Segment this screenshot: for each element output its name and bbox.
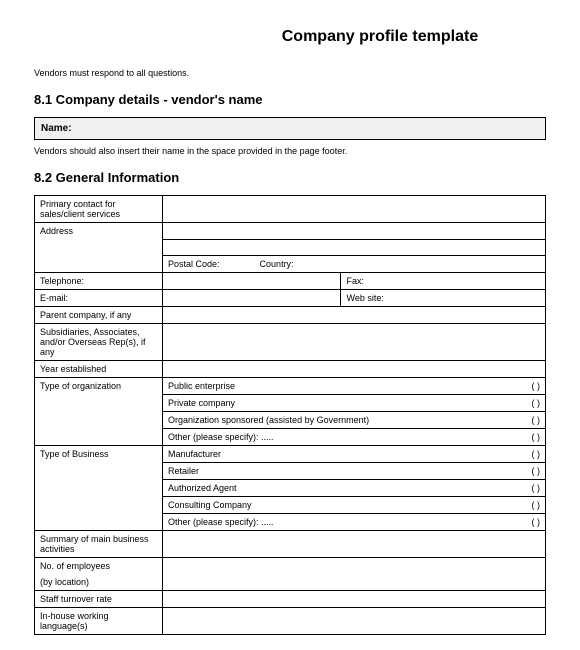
label-subsidiaries: Subsidiaries, Associates, and/or Oversea… — [35, 323, 163, 360]
label-fax: Fax: — [341, 272, 546, 289]
row-org-1: Type of organization Public enterprise (… — [35, 377, 546, 394]
row-turnover: Staff turnover rate — [35, 590, 546, 607]
label-country: Country: — [260, 259, 294, 269]
label-type-org: Type of organization — [35, 377, 163, 394]
biz-option-1: Manufacturer — [163, 445, 520, 462]
label-languages: In-house working language(s) — [35, 607, 163, 634]
value-primary-contact — [163, 196, 546, 223]
value-email — [163, 289, 341, 306]
label-type-biz: Type of Business — [35, 445, 163, 462]
biz-paren-2: ( ) — [519, 462, 545, 479]
general-info-table: Primary contact for sales/client service… — [34, 195, 546, 635]
label-summary: Summary of main business activities — [35, 530, 163, 557]
row-biz-2: Retailer ( ) — [35, 462, 546, 479]
row-org-4: Other (please specify): ..... ( ) — [35, 428, 546, 445]
row-org-2: Private company ( ) — [35, 394, 546, 411]
biz-paren-4: ( ) — [519, 496, 545, 513]
org-paren-4: ( ) — [519, 428, 545, 445]
row-biz-3: Authorized Agent ( ) — [35, 479, 546, 496]
row-postal-country: Postal Code: Country: — [35, 255, 546, 272]
row-org-3: Organization sponsored (assisted by Gove… — [35, 411, 546, 428]
label-parent-company: Parent company, if any — [35, 306, 163, 323]
biz-paren-5: ( ) — [519, 513, 545, 530]
row-address: Address — [35, 223, 546, 240]
row-year-established: Year established — [35, 360, 546, 377]
name-label: Name: — [41, 123, 72, 134]
value-parent-company — [163, 306, 546, 323]
label-turnover: Staff turnover rate — [35, 590, 163, 607]
row-summary: Summary of main business activities — [35, 530, 546, 557]
top-instruction: Vendors must respond to all questions. — [34, 68, 546, 78]
row-parent-company: Parent company, if any — [35, 306, 546, 323]
value-employees — [163, 557, 546, 574]
label-address: Address — [35, 223, 163, 240]
row-email: E-mail: Web site: — [35, 289, 546, 306]
value-languages — [163, 607, 546, 634]
value-postal-country: Postal Code: Country: — [163, 255, 546, 272]
label-year-established: Year established — [35, 360, 163, 377]
label-postal-code: Postal Code: — [168, 259, 220, 269]
biz-option-3: Authorized Agent — [163, 479, 520, 496]
biz-paren-3: ( ) — [519, 479, 545, 496]
footer-note: Vendors should also insert their name in… — [34, 146, 546, 156]
org-option-3: Organization sponsored (assisted by Gove… — [163, 411, 520, 428]
label-email: E-mail: — [35, 289, 163, 306]
row-employees: No. of employees — [35, 557, 546, 574]
row-address-2 — [35, 239, 546, 255]
org-paren-2: ( ) — [519, 394, 545, 411]
row-primary-contact: Primary contact for sales/client service… — [35, 196, 546, 223]
biz-option-5: Other (please specify): ..... — [163, 513, 520, 530]
value-subsidiaries — [163, 323, 546, 360]
label-by-location: (by location) — [35, 574, 163, 591]
value-telephone — [163, 272, 341, 289]
row-biz-1: Type of Business Manufacturer ( ) — [35, 445, 546, 462]
org-option-4: Other (please specify): ..... — [163, 428, 520, 445]
section-1-heading: 8.1 Company details - vendor's name — [34, 92, 546, 107]
row-biz-5: Other (please specify): ..... ( ) — [35, 513, 546, 530]
value-turnover — [163, 590, 546, 607]
label-telephone: Telephone: — [35, 272, 163, 289]
row-biz-4: Consulting Company ( ) — [35, 496, 546, 513]
value-summary — [163, 530, 546, 557]
row-subsidiaries: Subsidiaries, Associates, and/or Oversea… — [35, 323, 546, 360]
name-field-box: Name: — [34, 117, 546, 140]
org-paren-1: ( ) — [519, 377, 545, 394]
value-year-established — [163, 360, 546, 377]
row-by-location: (by location) — [35, 574, 546, 591]
org-paren-3: ( ) — [519, 411, 545, 428]
biz-option-4: Consulting Company — [163, 496, 520, 513]
value-address-2 — [163, 239, 546, 255]
label-website: Web site: — [341, 289, 546, 306]
row-languages: In-house working language(s) — [35, 607, 546, 634]
row-telephone: Telephone: Fax: — [35, 272, 546, 289]
label-primary-contact: Primary contact for sales/client service… — [35, 196, 163, 223]
org-option-2: Private company — [163, 394, 520, 411]
biz-paren-1: ( ) — [519, 445, 545, 462]
label-employees: No. of employees — [35, 557, 163, 574]
value-by-location — [163, 574, 546, 591]
value-address-1 — [163, 223, 546, 240]
org-option-1: Public enterprise — [163, 377, 520, 394]
page-title: Company profile template — [214, 28, 546, 46]
biz-option-2: Retailer — [163, 462, 520, 479]
section-2-heading: 8.2 General Information — [34, 170, 546, 185]
